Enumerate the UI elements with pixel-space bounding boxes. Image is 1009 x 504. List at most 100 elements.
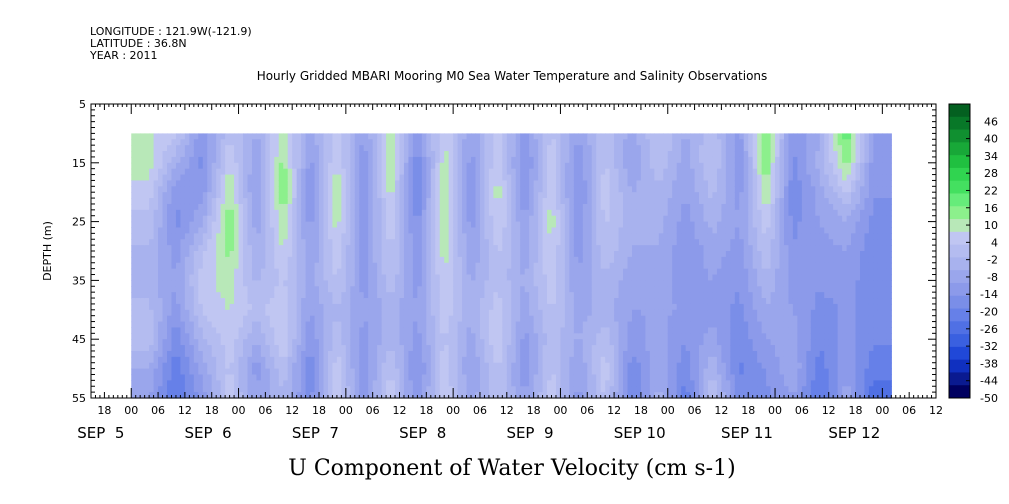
heatmap-cell xyxy=(211,180,217,187)
heatmap-cell xyxy=(497,233,503,240)
heatmap-cell xyxy=(202,333,208,340)
heatmap-cell xyxy=(605,215,611,223)
heatmap-cell xyxy=(390,256,396,264)
heatmap-cell xyxy=(511,309,517,317)
heatmap-cell xyxy=(216,245,222,252)
heatmap-cell xyxy=(278,209,284,217)
heatmap-cell xyxy=(582,392,588,399)
heatmap-cell xyxy=(547,139,553,146)
heatmap-cell xyxy=(189,286,195,293)
heatmap-cell xyxy=(506,339,512,346)
heatmap-cell xyxy=(283,262,289,270)
heatmap-cell xyxy=(269,239,275,246)
heatmap-cell xyxy=(457,215,463,223)
heatmap-cell xyxy=(211,380,217,387)
heatmap-cell xyxy=(158,262,164,270)
heatmap-cell xyxy=(520,315,526,323)
heatmap-cell xyxy=(149,203,155,211)
heatmap-cell xyxy=(162,356,168,364)
heatmap-cell xyxy=(493,356,499,364)
heatmap-cell xyxy=(247,174,253,182)
heatmap-cell xyxy=(193,345,199,352)
heatmap-cell xyxy=(377,156,383,164)
heatmap-cell xyxy=(520,133,526,140)
heatmap-cell xyxy=(408,256,414,264)
heatmap-cell xyxy=(247,256,253,264)
heatmap-cell xyxy=(314,280,320,287)
heatmap-cell xyxy=(426,274,432,281)
heatmap-cell xyxy=(274,162,280,170)
heatmap-cell xyxy=(207,327,213,334)
heatmap-cell xyxy=(502,145,508,152)
heatmap-cell xyxy=(453,227,459,234)
heatmap-cell xyxy=(211,356,217,364)
heatmap-cell xyxy=(327,345,334,352)
heatmap-cell xyxy=(198,333,204,340)
heatmap-cell xyxy=(336,203,342,211)
heatmap-cell xyxy=(377,227,383,234)
heatmap-cell xyxy=(444,380,450,387)
heatmap-cell xyxy=(511,292,517,299)
heatmap-cell xyxy=(341,374,347,381)
heatmap-cell xyxy=(439,186,445,193)
heatmap-cell xyxy=(426,156,432,164)
heatmap-cell xyxy=(310,362,316,370)
heatmap-cell xyxy=(524,209,530,217)
heatmap-cell xyxy=(578,162,584,170)
heatmap-cell xyxy=(149,368,155,376)
heatmap-cell xyxy=(301,309,307,317)
heatmap-cell xyxy=(533,339,539,346)
heatmap-cell xyxy=(444,227,450,234)
heatmap-cell xyxy=(193,156,199,164)
heatmap-cell xyxy=(555,251,562,258)
heatmap-cell xyxy=(538,180,544,187)
heatmap-cell xyxy=(520,209,526,217)
heatmap-cell xyxy=(162,180,168,187)
heatmap-cell xyxy=(193,227,199,234)
heatmap-cell xyxy=(229,180,235,187)
heatmap-cell xyxy=(278,174,284,182)
heatmap-cell xyxy=(162,233,168,240)
heatmap-cell xyxy=(403,280,410,287)
heatmap-cell xyxy=(153,292,159,299)
heatmap-cell xyxy=(171,151,177,158)
heatmap-cell xyxy=(345,245,351,252)
heatmap-cell xyxy=(386,333,392,340)
heatmap-cell xyxy=(135,133,141,140)
heatmap-cell xyxy=(587,262,593,270)
heatmap-cell xyxy=(314,356,320,364)
heatmap-cell xyxy=(260,280,266,287)
heatmap-cell xyxy=(305,209,311,217)
heatmap-cell xyxy=(207,251,213,258)
heatmap-cell xyxy=(471,274,477,281)
heatmap-cell xyxy=(301,198,307,205)
heatmap-cell xyxy=(408,374,414,381)
heatmap-cell xyxy=(292,168,298,176)
heatmap-cell xyxy=(207,215,213,223)
heatmap-cell xyxy=(225,233,231,240)
heatmap-cell xyxy=(332,174,338,182)
heatmap-cell xyxy=(310,339,316,346)
heatmap-cell xyxy=(202,256,208,264)
heatmap-cell xyxy=(533,345,539,352)
heatmap-cell xyxy=(189,227,195,234)
heatmap-cell xyxy=(582,239,588,246)
heatmap-cell xyxy=(162,280,168,287)
heatmap-cell xyxy=(184,309,190,317)
heatmap-cell xyxy=(256,221,262,229)
heatmap-cell xyxy=(426,333,432,340)
heatmap-cell xyxy=(471,186,477,193)
heatmap-cell xyxy=(587,350,593,358)
heatmap-cell xyxy=(323,386,329,393)
heatmap-cell xyxy=(390,151,396,158)
heatmap-cell xyxy=(560,256,566,264)
heatmap-cell xyxy=(256,292,262,299)
heatmap-cell xyxy=(399,298,405,305)
heatmap-cell xyxy=(614,362,620,370)
heatmap-cell xyxy=(345,133,351,140)
heatmap-cell xyxy=(623,292,629,299)
heatmap-cell xyxy=(314,145,320,152)
heatmap-cell xyxy=(511,145,517,152)
heatmap-cell xyxy=(345,327,351,334)
heatmap-cell xyxy=(542,286,548,293)
